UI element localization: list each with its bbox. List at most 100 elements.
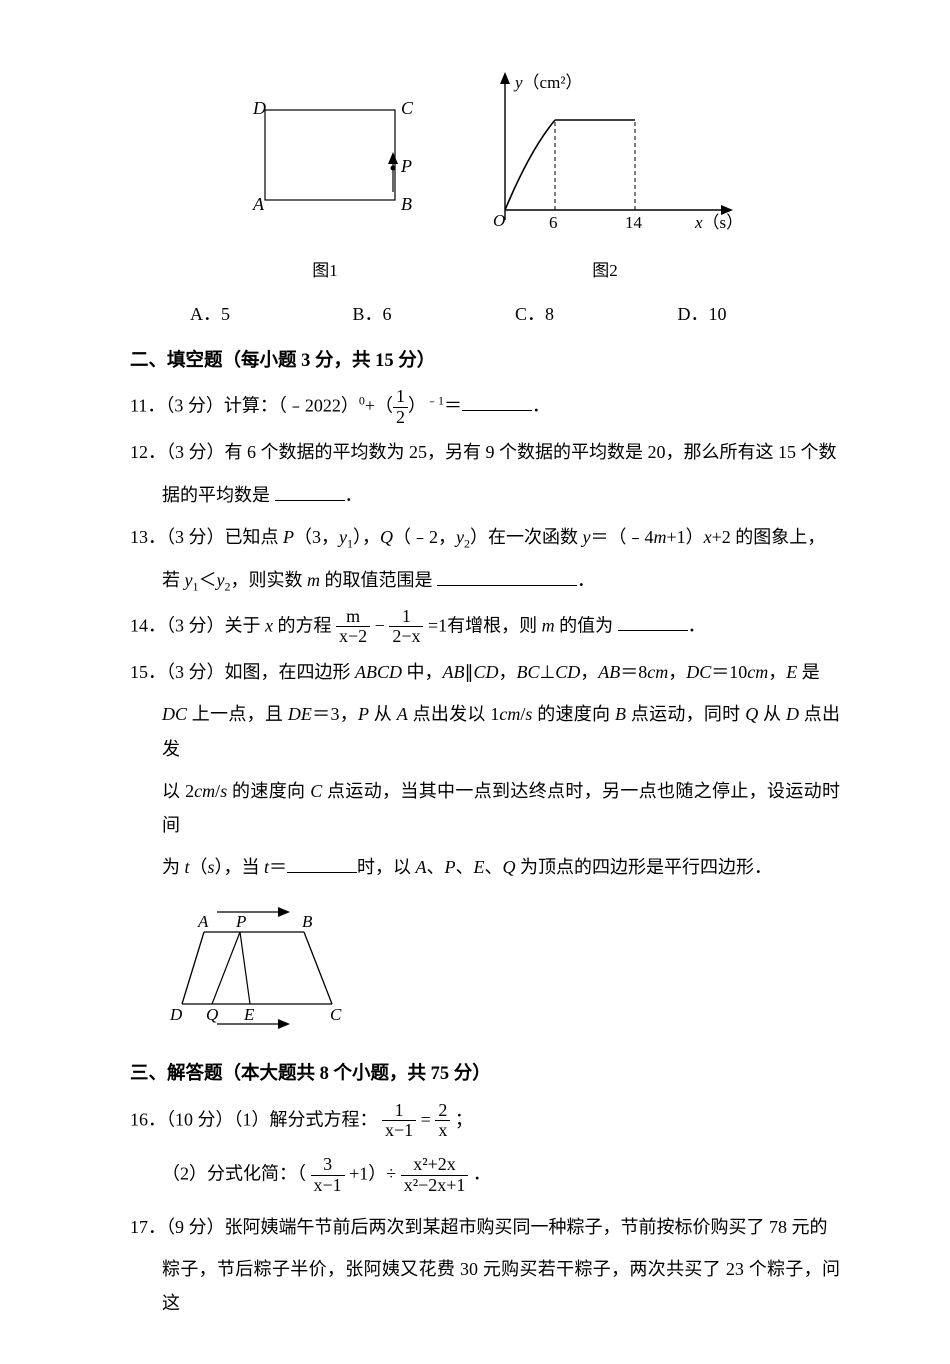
question-15-line2: DC 上一点，且 DE＝3，P 从 A 点出发以 1cm/s 的速度向 B 点运…: [130, 697, 840, 765]
svg-text:C: C: [401, 98, 414, 118]
svg-text:P: P: [235, 912, 246, 931]
q15-P2: P: [445, 857, 456, 877]
q15-ab2: AB: [598, 662, 620, 682]
q11-mid2: ）: [408, 395, 426, 415]
question-16-line2: （2）分式化简：（ 3x−1 +1）÷ x²+2xx²−2x+1 ．: [130, 1155, 840, 1196]
question-12: 12．（3 分）有 6 个数据的平均数为 25，另有 9 个数据的平均数是 20…: [130, 435, 840, 469]
q14-x: x: [265, 615, 273, 635]
q17-l2: 粽子，节后粽子半价，张阿姨又花费 30 元购买若干粽子，两次共买了 23 个粽子…: [162, 1259, 840, 1313]
svg-text:Q: Q: [206, 1005, 218, 1024]
svg-text:C: C: [330, 1005, 342, 1024]
q16-eq: =: [421, 1109, 431, 1129]
q11-tail: ．: [532, 395, 550, 415]
q11-mid1: +（: [365, 395, 393, 415]
q14-minus: −: [375, 615, 385, 635]
fig1-caption: 图1: [235, 255, 415, 287]
question-13-line2: 若 y1＜y2，则实数 m 的取值范围是 ．: [130, 563, 840, 598]
q15-l2a: 上一点，且: [187, 704, 288, 724]
q15-eq2: ＝10: [711, 662, 747, 682]
q16-frac4: x²+2xx²−2x+1: [401, 1155, 469, 1196]
figure-1: D C A B P 图1: [235, 90, 415, 287]
section-3-title: 三、解答题（本大题共 8 个小题，共 75 分）: [130, 1057, 840, 1092]
figure-2: y（cm²） x（s） O 6 14 图2: [475, 70, 735, 287]
choice-d: D．10: [678, 297, 841, 331]
q14-mid2: 有增根，则: [447, 615, 542, 635]
question-16-line1: 16．（10 分）（1）解分式方程： 1x−1 = 2x ；: [130, 1101, 840, 1142]
fig2-caption: 图2: [475, 255, 735, 287]
q13-qargs: （﹣2，: [393, 527, 456, 547]
choice-c: C．8: [515, 297, 678, 331]
q14-tail: ．: [688, 615, 706, 635]
q13-Q: Q: [380, 527, 393, 547]
q13-mid: ）在一次函数: [470, 527, 583, 547]
q15-cm: cm: [647, 662, 668, 682]
q15-C: C: [310, 781, 322, 801]
q16-semi: ；: [455, 1109, 473, 1129]
q16-frac3: 3x−1: [311, 1155, 345, 1196]
q13-y2: y: [456, 527, 464, 547]
q15-l1f: 是: [797, 662, 820, 682]
q12-line2-pre: 据的平均数是: [162, 485, 275, 505]
q15-B: B: [615, 704, 626, 724]
question-17-line1: 17．（9 分）张阿姨端午节前后两次到某超市购买同一种粽子，节前按标价购买了 7…: [130, 1210, 840, 1244]
q13-l2b: ，则实数: [231, 570, 308, 590]
q13-l2c: 的取值范围是: [320, 570, 437, 590]
q15-eq: ＝8: [620, 662, 647, 682]
q15-E: E: [786, 662, 797, 682]
q14-m: m: [542, 615, 555, 635]
q15-l4d: 、: [427, 857, 445, 877]
question-15-line3: 以 2cm/s 的速度向 C 点运动，当其中一点到达终点时，另一点也随之停止，设…: [130, 774, 840, 842]
question-15-line4: 为 t（s），当 t＝时，以 A、P、E、Q 为顶点的四边形是平行四边形．: [130, 850, 840, 884]
svg-text:B: B: [302, 912, 313, 931]
q15-l4f: 、: [485, 857, 503, 877]
q15-l1e: ，: [768, 662, 786, 682]
q15-abcd: ABCD: [355, 662, 402, 682]
question-12-line2: 据的平均数是 ．: [130, 478, 840, 512]
q15-cd: CD: [474, 662, 499, 682]
q13-P: P: [283, 527, 294, 547]
q16-frac2: 2x: [435, 1101, 450, 1142]
q15-cms: cm: [499, 704, 520, 724]
figure-row-q10: D C A B P 图1 y（cm²）: [130, 70, 840, 287]
q15-l3pre: 以 2: [162, 781, 194, 801]
q15-E2: E: [474, 857, 485, 877]
q15-l4g: 为顶点的四边形是平行四边形．: [516, 857, 773, 877]
q16-l2a: （2）分式化简：（: [162, 1164, 306, 1184]
figure-q15: A P B D Q E C: [162, 894, 840, 1045]
q11-frac: 12: [393, 387, 408, 428]
q15-cm2: cm: [747, 662, 768, 682]
q15-l1b: 中，: [402, 662, 443, 682]
q15-l3a: 的速度向: [227, 781, 310, 801]
q11-blank: [462, 390, 532, 411]
q13-m: m: [654, 527, 667, 547]
q13-blank: [437, 565, 577, 586]
choice-a: A．5: [190, 297, 353, 331]
q15-l1c: ，: [580, 662, 598, 682]
q13-eqn2: +1）: [667, 527, 704, 547]
section-2-title: 二、填空题（每小题 3 分，共 15 分）: [130, 344, 840, 379]
q15-dc2: DC: [162, 704, 187, 724]
q14-blank: [618, 610, 688, 631]
q13-y: y: [583, 527, 591, 547]
svg-text:D: D: [169, 1005, 183, 1024]
q11-prefix: 11．（3 分）计算：（﹣2022）: [130, 395, 359, 415]
q15-l2f: 从: [758, 704, 786, 724]
q15-l4pre: 为: [162, 857, 185, 877]
svg-text:O: O: [493, 211, 505, 230]
q15-dc: DC: [686, 662, 711, 682]
q15-s3: s: [208, 857, 215, 877]
q15-eq4: ＝: [269, 857, 287, 877]
q14-frac1: mx−2: [336, 607, 370, 648]
q10-choices: A．5 B．6 C．8 D．10: [190, 297, 840, 331]
svg-text:14: 14: [625, 213, 643, 232]
q13-eqn3: +2 的图象上，: [712, 527, 826, 547]
q15-par: ∥: [465, 662, 474, 682]
svg-text:P: P: [400, 156, 412, 176]
q15-l2b: 从: [369, 704, 397, 724]
q13-y2b: y: [217, 570, 225, 590]
q15-cd2: CD: [555, 662, 580, 682]
q15-l2d: 的速度向: [532, 704, 615, 724]
q15-l1d: ，: [668, 662, 686, 682]
q15-D: D: [786, 704, 799, 724]
q13-l1a: 13．（3 分）已知点: [130, 527, 283, 547]
